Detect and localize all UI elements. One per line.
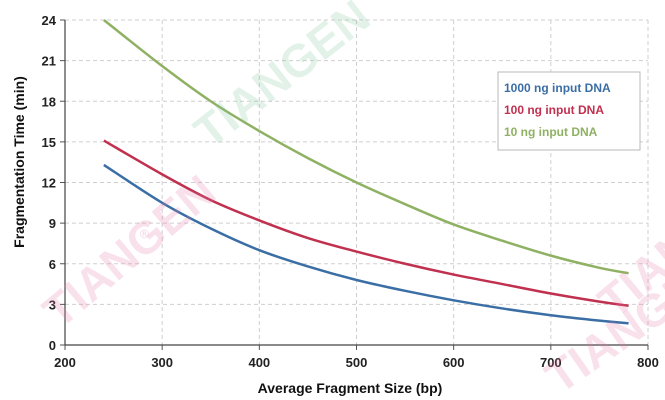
x-tick-label: 700: [540, 355, 562, 370]
legend-entry: 10 ng input DNA: [504, 125, 598, 139]
watermark-text: TIANGEN: [33, 165, 225, 338]
x-tick-label: 200: [54, 355, 76, 370]
y-tick-label: 21: [42, 54, 56, 69]
legend: 1000 ng input DNA 100 ng input DNA 10 ng i…: [497, 71, 641, 151]
x-tick-label: 500: [346, 355, 368, 370]
legend-entry: 100 ng input DNA: [504, 103, 604, 117]
axes: [64, 20, 648, 346]
x-tick-label: 600: [443, 355, 465, 370]
series-line-3: [103, 19, 629, 275]
series-lines: [103, 19, 629, 325]
y-tick-label: 3: [49, 297, 56, 312]
y-tick-label: 24: [42, 13, 57, 28]
y-tick-label: 12: [42, 176, 56, 191]
x-tick-label: 800: [637, 355, 659, 370]
y-axis-title: Fragmentation Time (min): [11, 76, 27, 248]
y-tick-label: 18: [42, 94, 56, 109]
x-axis-title: Average Fragment Size (bp): [258, 380, 443, 396]
series-line-1: [103, 163, 629, 325]
y-tick-label: 9: [49, 216, 56, 231]
x-tick-label: 300: [151, 355, 173, 370]
y-tick-label: 0: [49, 338, 56, 353]
y-tick-label: 15: [42, 135, 56, 150]
legend-box: [497, 71, 641, 151]
tick-labels: 0 3 6 9 12 15 18 21 24 200 300 400 500 600 700 800: [42, 13, 659, 370]
x-tick-label: 400: [248, 355, 270, 370]
watermark-registered-mark: ®: [140, 227, 149, 241]
series-line-2: [103, 139, 629, 307]
legend-entry: 1000 ng input DNA: [504, 81, 611, 95]
watermark-text: TIANGEN: [184, 0, 379, 158]
gridlines: [60, 19, 649, 350]
y-tick-label: 6: [49, 257, 56, 272]
